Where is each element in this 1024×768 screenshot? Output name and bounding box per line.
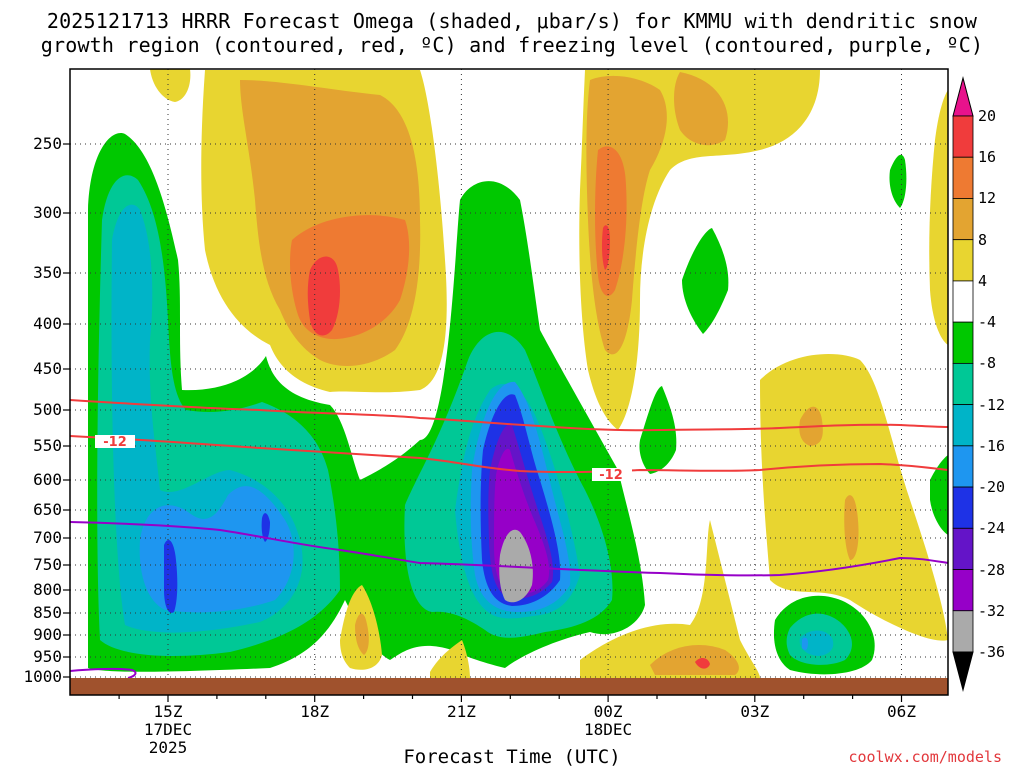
omega-region-pos4-c [150, 69, 191, 102]
contours [70, 399, 948, 679]
y-tick-label: 950 [33, 647, 62, 666]
y-tick-label: 450 [33, 359, 62, 378]
colorbar-label: 20 [978, 107, 997, 125]
contour-label-bg-2 [592, 468, 632, 481]
x-tick-label: 06Z [887, 702, 916, 721]
omega-region-neg16 [139, 486, 294, 613]
chart-title-line-1: 2025121713 HRRR Forecast Omega (shaded, … [46, 9, 978, 33]
x-tick-label: 15Z [153, 702, 183, 721]
omega-region-pos16-b [601, 225, 610, 270]
y-tick-label: 700 [33, 528, 62, 547]
y-tick-label: 550 [33, 436, 62, 455]
omega-region-neg20-left-core-2 [261, 513, 270, 542]
y-tick-label: 900 [33, 625, 62, 644]
colorbar-label: 4 [978, 271, 988, 290]
colorbar-box [952, 527, 974, 570]
x-tick-label: 17DEC [143, 720, 193, 739]
colorbar-box [952, 321, 974, 364]
x-tick-label: 21Z [446, 702, 476, 721]
colorbar-label: -32 [978, 601, 1006, 620]
colorbar-label: -28 [978, 560, 1006, 579]
colorbar-label: -20 [978, 478, 1006, 497]
y-tick-label: 1000 [23, 667, 62, 686]
credit-text: coolwx.com/models [848, 748, 1002, 766]
x-tick-label: 2025 [148, 738, 188, 757]
colorbar-label: 8 [978, 230, 988, 249]
contour-label-bg-1 [95, 435, 135, 448]
freezing-level-contour [70, 521, 948, 577]
omega-region-neg4-e [930, 455, 948, 535]
y-tick-label: 350 [33, 263, 62, 282]
plot-frame [69, 68, 949, 696]
colorbar-label: -8 [978, 354, 997, 373]
omega-region-neg20-left-core [164, 540, 178, 613]
colorbar-box [952, 610, 974, 653]
chart-title-line-2: growth region (contoured, red, ºC) and f… [40, 33, 984, 57]
contour-label-dgz-1: -12 [103, 435, 127, 450]
colorbar-top-triangle [952, 76, 974, 117]
omega-region-pos4-e [929, 90, 948, 345]
omega-region-pos8-g [355, 613, 369, 655]
x-tick-label: 03Z [740, 702, 770, 721]
omega-region-pos8-f [650, 645, 739, 675]
omega-region-pos4-f [580, 520, 760, 678]
omega-region-neg4-b [682, 228, 729, 334]
contour-label-dgz-2: -12 [599, 468, 623, 483]
colorbar-label: 16 [978, 148, 997, 167]
y-tick-label: 500 [33, 400, 62, 419]
colorbar-box [952, 569, 974, 612]
freezing-level-contour-surface [70, 667, 137, 679]
axis-ticks [63, 143, 903, 702]
colorbar-label: -36 [978, 643, 1006, 661]
dgz-contour-lower [70, 435, 948, 474]
colorbar-label: -12 [978, 395, 1006, 414]
colorbar-box [952, 156, 974, 199]
omega-region-neg4-d [889, 154, 907, 208]
colorbar-label: -16 [978, 436, 1006, 455]
y-tick-label: 800 [33, 580, 62, 599]
colorbar [952, 76, 974, 692]
omega-region-pos8-j [844, 495, 859, 560]
y-tick-label: 250 [33, 134, 62, 153]
colorbar-box [952, 198, 974, 241]
colorbar-box [952, 486, 974, 529]
omega-region-pos8-b-upper [674, 72, 728, 146]
dgz-contour-upper [70, 399, 948, 432]
y-tick-label: 400 [33, 314, 62, 333]
omega-region-neg16-f [802, 637, 808, 651]
omega-region-pos12-f [695, 658, 710, 669]
omega-region-pos16-a [307, 256, 340, 336]
colorbar-label: -4 [978, 313, 997, 332]
colorbar-box [952, 280, 974, 323]
omega-region-neg12-f [799, 630, 834, 656]
colorbar-box [952, 362, 974, 406]
ground-surface [70, 678, 948, 695]
y-tick-label: 750 [33, 555, 62, 574]
x-tick-label: 18Z [300, 702, 330, 721]
colorbar-box [952, 404, 974, 447]
x-tick-label: 18DEC [584, 720, 633, 739]
colorbar-box [952, 445, 974, 488]
x-tick-label: 00Z [593, 702, 623, 721]
colorbar-label: 12 [978, 189, 997, 208]
y-tick-label: 650 [33, 500, 62, 519]
colorbar-label: -24 [978, 519, 1006, 538]
x-axis-title: Forecast Time (UTC) [403, 746, 621, 768]
omega-region-pos4-h [430, 640, 470, 678]
y-tick-label: 300 [33, 203, 62, 222]
colorbar-box [952, 239, 974, 282]
colorbar-bottom-triangle [952, 651, 974, 692]
y-tick-label: 850 [33, 603, 62, 622]
y-tick-label: 600 [33, 470, 62, 489]
colorbar-box [952, 115, 974, 158]
